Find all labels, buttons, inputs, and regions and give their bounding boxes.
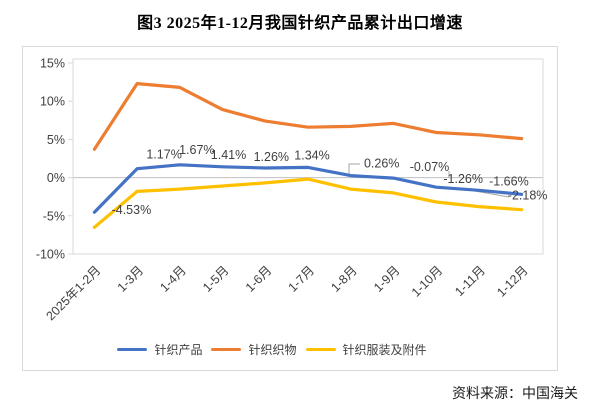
data-label: 0.26% <box>364 157 399 171</box>
data-label: 1.67% <box>179 143 214 157</box>
legend-label: 针织产品 <box>154 343 203 357</box>
y-tick-label: 0% <box>47 171 65 185</box>
series-line <box>92 163 524 214</box>
legend-swatch <box>305 347 336 352</box>
y-tick-label: -10% <box>36 248 65 262</box>
y-tick-label: -5% <box>43 209 65 223</box>
legend-label: 针织服装及附件 <box>342 343 427 357</box>
data-label: 1.17% <box>146 148 181 162</box>
series-line <box>92 177 524 229</box>
y-tick-label: 10% <box>40 95 65 109</box>
y-tick-label: 15% <box>40 57 65 71</box>
chart-area: 15% 10% 5% 0% -5% -10% 2025年1-2月 1-3月 1-4月 1-5月 1-… <box>22 46 558 371</box>
x-tick-label: 1-5月 <box>200 263 232 295</box>
x-tick-label: 1-10月 <box>409 263 445 299</box>
chart-svg: 15% 10% 5% 0% -5% -10%2025年1-2月 1-3月 1-4月 1-5月 1-… <box>36 57 548 324</box>
x-tick-label: 1-12月 <box>494 263 530 299</box>
data-label: 1.41% <box>211 148 246 162</box>
legend-item: 针织产品 <box>117 341 202 358</box>
legend-item: 针织服装及附件 <box>305 341 427 358</box>
x-tick-label: 1-11月 <box>452 263 488 299</box>
plot-border <box>72 58 544 255</box>
chart-legend: 针织产品 针织织物 针织服装及附件 <box>5 341 539 358</box>
series-line <box>92 81 524 151</box>
x-tick-label: 1-9月 <box>371 263 403 295</box>
data-label: 1.26% <box>254 150 289 164</box>
x-tick-label: 2025年1-2月 <box>44 263 104 323</box>
data-label: -1.26% <box>443 172 483 186</box>
data-label: -4.53% <box>112 203 152 217</box>
data-label: -2.18% <box>508 188 548 202</box>
data-label: 1.34% <box>294 148 329 162</box>
x-tick-label: 1-4月 <box>157 263 189 295</box>
figure-title: 图3 2025年1-12月我国针织产品累计出口增速 <box>137 15 463 32</box>
legend-label: 针织织物 <box>248 343 297 357</box>
x-tick-label: 1-8月 <box>328 263 360 295</box>
data-label: -0.07% <box>410 160 450 174</box>
x-tick-label: 1-7月 <box>286 263 318 295</box>
y-tick-label: 5% <box>47 133 65 147</box>
label-callout-line <box>348 163 360 175</box>
legend-swatch <box>211 347 242 352</box>
legend-swatch <box>117 347 148 352</box>
legend-item: 针织织物 <box>211 341 297 358</box>
x-tick-label: 1-6月 <box>243 263 275 295</box>
source-note: 资料来源：中国海关 <box>452 387 578 402</box>
x-tick-label: 1-3月 <box>115 263 147 295</box>
data-label: -1.66% <box>489 174 529 188</box>
